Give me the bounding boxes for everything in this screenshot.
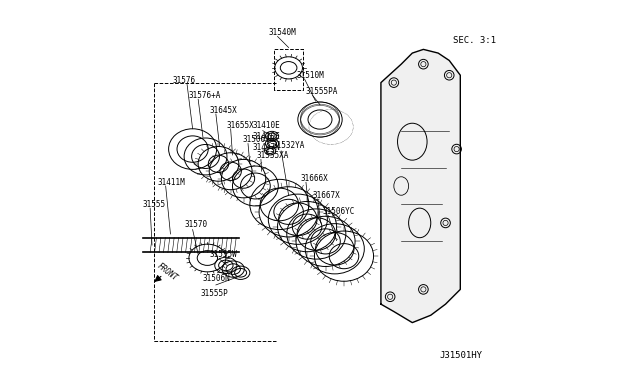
Text: 31576+A: 31576+A xyxy=(189,91,221,100)
Text: 31411M: 31411M xyxy=(157,178,186,187)
Text: 31667X: 31667X xyxy=(312,191,340,200)
Text: 31506N: 31506N xyxy=(203,274,230,283)
Text: 31510M: 31510M xyxy=(296,71,324,80)
Text: 31506YC: 31506YC xyxy=(323,207,355,217)
Text: 31407N: 31407N xyxy=(253,143,280,152)
Text: 31576: 31576 xyxy=(172,76,195,85)
Text: 31666X: 31666X xyxy=(301,174,328,183)
Text: 31506YB: 31506YB xyxy=(243,135,275,144)
Text: 31555PA: 31555PA xyxy=(306,87,339,96)
Text: SEC. 3:1: SEC. 3:1 xyxy=(453,36,496,45)
Text: 31555: 31555 xyxy=(142,200,165,209)
Text: 31655X: 31655X xyxy=(227,121,255,129)
Text: 31555W: 31555W xyxy=(209,250,237,259)
Polygon shape xyxy=(381,49,460,323)
Text: J31501HY: J31501HY xyxy=(440,351,483,360)
Text: 31570: 31570 xyxy=(184,220,207,229)
Text: 31555P: 31555P xyxy=(200,289,228,298)
Text: 31532YA: 31532YA xyxy=(272,141,305,150)
Text: 31540M: 31540M xyxy=(268,28,296,37)
Text: 31645X: 31645X xyxy=(209,106,237,115)
Text: 31535XA: 31535XA xyxy=(257,151,289,160)
Text: FRONT: FRONT xyxy=(156,262,179,283)
Text: 31410E: 31410E xyxy=(253,121,280,129)
Text: 31410E: 31410E xyxy=(253,132,280,141)
